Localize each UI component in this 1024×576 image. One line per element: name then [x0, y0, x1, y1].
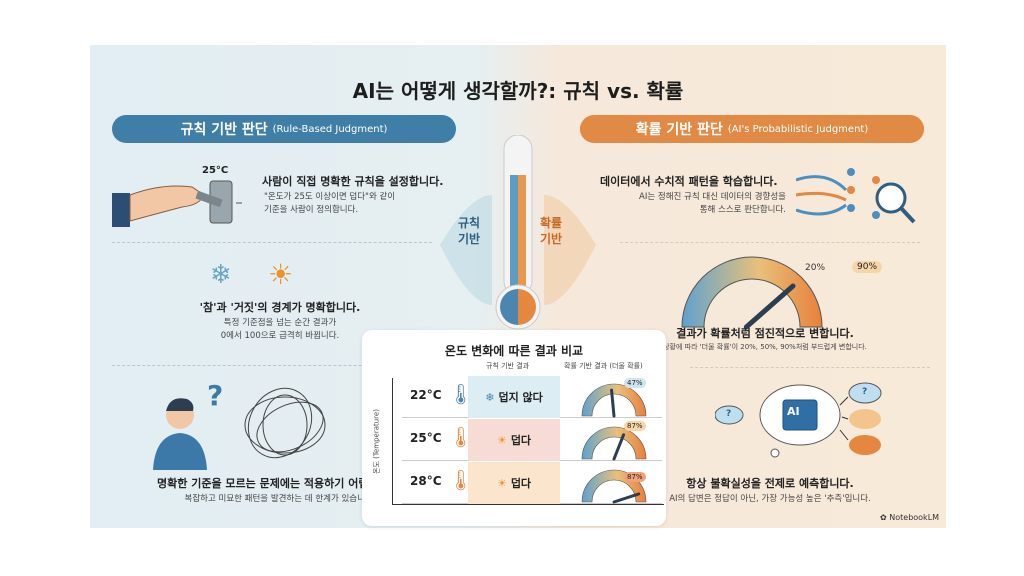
confused-person-tangle-icon: ? — [153, 379, 326, 470]
svg-text:?: ? — [207, 379, 223, 412]
prob-header-en: (AI's Probabilistic Judgment) — [727, 123, 869, 135]
y-axis — [392, 378, 393, 504]
table-row: 28°C 🌡 ☀ 덥다 87% — [402, 462, 662, 504]
row-temp: 28°C — [410, 474, 442, 488]
rule-side-label: 규칙 기반 — [458, 216, 481, 246]
row-temp: 22°C — [410, 388, 442, 402]
divider — [112, 365, 432, 366]
gauge-needle — [743, 283, 796, 330]
divider — [620, 242, 920, 243]
prob-s1-sub2: 통해 스스로 판단합니다. — [699, 205, 786, 215]
thermometer-icon — [440, 135, 596, 330]
comparison-table: 온도 변화에 따른 결과 비교 규칙 기반 결과 확률 기반 결과 (더울 확률… — [362, 330, 666, 526]
rule-s3-heading: 명확한 기준을 모르는 문제에는 적용하기 어렵습니다. — [157, 477, 403, 490]
prob-header-ko: 확률 기반 판단 — [635, 122, 723, 138]
rule-based-header: 규칙 기반 판단 (Rule-Based Judgment) — [112, 115, 456, 143]
row-gauge — [581, 469, 647, 504]
prob-s3-heading: 항상 불확실성을 전제로 예측합니다. — [686, 477, 854, 490]
row-rule-result: ☀ 덥다 — [468, 419, 560, 461]
rule-s2-sub2: 0에서 100으로 급격히 바뀝니다. — [220, 331, 340, 341]
prob-s2-heading: 결과가 확률처럼 점진적으로 변합니다. — [676, 327, 854, 340]
gauge-label-high: 90% — [852, 261, 883, 273]
rule-s2-sub1: 특정 기준점을 넘는 순간 결과가 — [223, 318, 337, 328]
rule-s3-sub1: 복잡하고 미묘한 패턴을 발견하는 데 한계가 있습니다. — [184, 494, 376, 504]
row-prob-value: 47% — [624, 378, 646, 388]
table-row: 25°C 🌡 ☀ 덥다 87% — [402, 419, 662, 461]
row-rule-result: ❄ 덥지 않다 — [468, 376, 560, 418]
rule-s1-heading: 사람이 직접 명확한 규칙을 설정합니다. — [262, 175, 444, 188]
ai-thought-cloud-icon — [715, 382, 882, 458]
rule-header-en: (Rule-Based Judgment) — [272, 123, 388, 135]
gauge-label-low: 20% — [805, 263, 826, 273]
sun-icon: ☀ — [268, 258, 294, 291]
rule-s1-sub1: "온도가 25도 이상이면 덥다"와 같이 — [264, 192, 396, 202]
row-rule-result: ☀ 덥다 — [468, 462, 560, 504]
prob-s2-sub1: 상황에 따라 '더울 확률'이 20%, 50%, 90%처럼 부드럽게 변합니… — [663, 343, 867, 351]
row-prob-value: 87% — [624, 421, 646, 431]
prob-s1-heading: 데이터에서 수치적 패턴을 학습합니다. — [600, 175, 778, 188]
snowflake-icon: ❄ — [485, 390, 495, 404]
sun-icon: ☀ — [496, 476, 507, 490]
infographic: AI는 어떻게 생각할까?: 규칙 vs. 확률 규칙 기반 판단 (Rule-B… — [90, 45, 946, 528]
rule-s1-sub2: 기준을 사람이 정의합니다. — [264, 205, 359, 215]
probabilistic-header: 확률 기반 판단 (AI's Probabilistic Judgment) — [580, 115, 924, 143]
question-mark-right: ? — [862, 387, 868, 397]
row-gauge-needle — [612, 492, 641, 504]
question-mark-left: ? — [726, 409, 732, 419]
table-title: 온도 변화에 따른 결과 비교 — [444, 344, 584, 358]
rule-s2-heading: '참'과 '거짓'의 경계가 명확합니다. — [199, 301, 361, 314]
rule-header-ko: 규칙 기반 판단 — [180, 122, 268, 138]
row-prob-value: 87% — [624, 472, 646, 482]
divider — [690, 367, 930, 368]
prob-s3-sub1: AI의 답변은 정답이 아닌, 가장 가능성 높은 '추측'입니다. — [669, 494, 871, 504]
prob-s1-sub1: AI는 정해진 규칙 대신 데이터의 경향성을 — [639, 192, 786, 202]
table-row: 22°C 🌡 ❄ 덥지 않다 47% — [402, 376, 662, 418]
neural-network-magnifier-icon — [796, 168, 916, 224]
row-gauge — [581, 426, 647, 461]
snowflake-icon: ❄ — [210, 260, 232, 290]
page-title: AI는 어떻게 생각할까?: 규칙 vs. 확률 — [352, 79, 684, 103]
row-gauge — [581, 383, 647, 418]
row-gauge-needle — [610, 388, 616, 418]
hand-switch-icon — [112, 180, 242, 227]
col-prob-header: 확률 기반 결과 (더울 확률) — [564, 362, 643, 370]
ai-chip-label: AI — [787, 405, 800, 418]
switch-temp-label: 25°C — [202, 165, 229, 176]
x-axis — [392, 504, 664, 505]
col-rule-header: 규칙 기반 결과 — [486, 362, 530, 370]
axis-label: 온도 (Temperature) — [372, 409, 381, 474]
notebooklm-brand: ✿ NotebookLM — [880, 513, 940, 522]
sun-icon: ☀ — [496, 433, 507, 447]
probability-gauge — [681, 256, 823, 330]
divider — [112, 242, 432, 243]
row-temp: 25°C — [410, 431, 442, 445]
row-gauge-needle — [612, 433, 626, 461]
prob-side-label: 확률 기반 — [540, 216, 563, 246]
